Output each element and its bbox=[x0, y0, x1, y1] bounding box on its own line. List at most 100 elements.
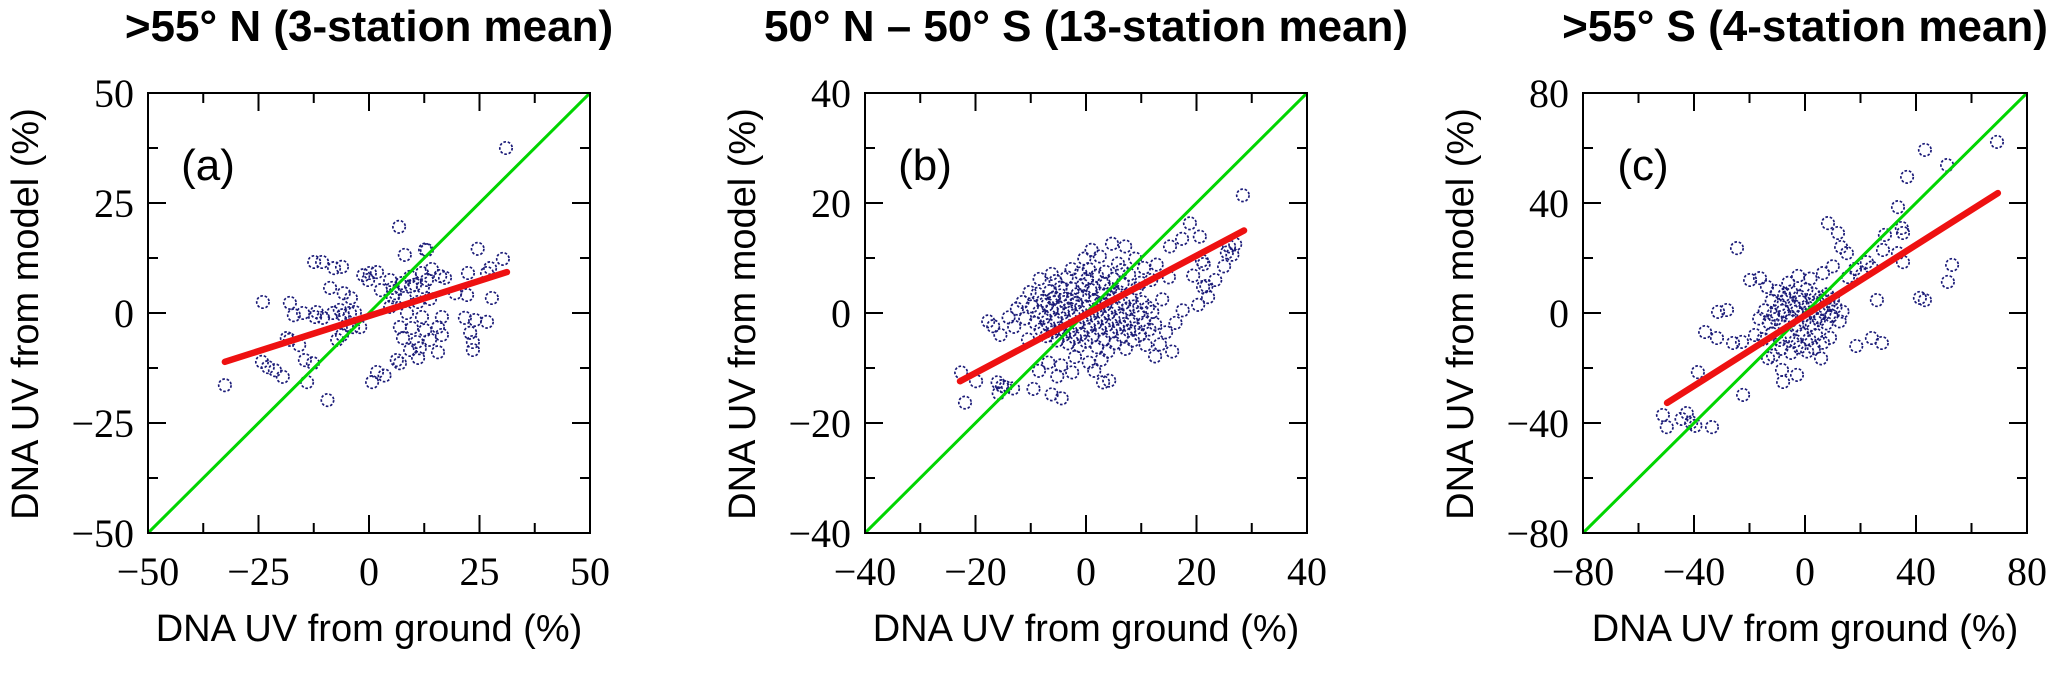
data-point bbox=[1894, 220, 1909, 236]
panel-a: −50 −25 0 25 50 −50 −25 0 25 50 bbox=[71, 71, 610, 594]
data-point bbox=[1022, 285, 1037, 300]
data-point bbox=[1110, 256, 1126, 271]
data-point bbox=[1674, 411, 1689, 426]
data-point bbox=[1839, 246, 1854, 261]
x-tick-label: −40 bbox=[834, 549, 897, 594]
data-point bbox=[392, 356, 407, 371]
data-point bbox=[1102, 373, 1117, 388]
data-point bbox=[993, 327, 1008, 343]
data-point bbox=[1736, 387, 1751, 402]
x-tick-label: 20 bbox=[1177, 549, 1217, 594]
data-point bbox=[1073, 266, 1088, 281]
data-point bbox=[1196, 257, 1211, 272]
data-point bbox=[1874, 335, 1889, 351]
data-point bbox=[1128, 321, 1143, 336]
panel-b-letter: (b) bbox=[898, 141, 952, 190]
data-point bbox=[260, 360, 275, 375]
data-point bbox=[414, 265, 430, 281]
x-tick-label: −25 bbox=[227, 549, 290, 594]
data-point bbox=[412, 341, 427, 356]
data-point bbox=[1191, 297, 1206, 312]
x-tick-label: 40 bbox=[1896, 549, 1936, 594]
data-point bbox=[369, 265, 385, 280]
data-point bbox=[1007, 319, 1022, 334]
data-point bbox=[286, 308, 301, 323]
data-point bbox=[1208, 272, 1223, 288]
data-point bbox=[1041, 355, 1056, 370]
data-point bbox=[465, 342, 480, 358]
x-tick-label: 25 bbox=[460, 549, 500, 594]
data-point bbox=[1822, 330, 1838, 345]
data-point bbox=[1734, 334, 1750, 349]
data-point bbox=[1684, 415, 1699, 430]
data-point bbox=[1900, 169, 1915, 184]
panel-b: −40 −20 0 20 40 −40 −20 0 20 40 bbox=[788, 71, 1327, 594]
data-point bbox=[1835, 304, 1850, 319]
data-point bbox=[1809, 327, 1824, 343]
panel-c-title: >55° S (4-station mean) bbox=[1562, 2, 2048, 51]
data-point bbox=[1084, 242, 1099, 257]
data-point bbox=[986, 319, 1001, 334]
data-point bbox=[1752, 271, 1768, 286]
data-point bbox=[1747, 327, 1763, 343]
data-point bbox=[1719, 302, 1735, 318]
data-point bbox=[392, 219, 407, 234]
data-point bbox=[1162, 239, 1178, 254]
data-point bbox=[369, 364, 385, 380]
data-point bbox=[1659, 420, 1674, 435]
data-point bbox=[1811, 312, 1826, 327]
data-point bbox=[498, 140, 514, 156]
data-point bbox=[411, 350, 426, 365]
data-point bbox=[1890, 200, 1906, 215]
y-tick-label: −20 bbox=[788, 401, 851, 446]
x-tick-label: −20 bbox=[944, 549, 1007, 594]
y-tick-label: 40 bbox=[1529, 181, 1569, 226]
data-point bbox=[1201, 290, 1216, 305]
data-point bbox=[409, 334, 424, 350]
data-point bbox=[392, 320, 407, 335]
data-point bbox=[415, 279, 430, 295]
x-tick-label: 50 bbox=[570, 549, 610, 594]
data-point bbox=[365, 375, 380, 390]
data-point bbox=[981, 314, 996, 329]
data-point bbox=[468, 312, 483, 328]
data-point bbox=[1070, 287, 1085, 302]
y-tick-label: −80 bbox=[1506, 511, 1569, 556]
data-point bbox=[414, 309, 430, 325]
panel-c-x-axis-label: DNA UV from ground (%) bbox=[1591, 608, 2019, 650]
data-point bbox=[1199, 279, 1214, 294]
data-point bbox=[460, 265, 476, 281]
data-point bbox=[315, 310, 331, 325]
data-point bbox=[1781, 275, 1796, 290]
data-point bbox=[1806, 286, 1821, 301]
data-point bbox=[1704, 420, 1720, 435]
data-point bbox=[495, 251, 510, 266]
x-tick-label: 80 bbox=[2007, 549, 2047, 594]
data-point bbox=[1145, 304, 1160, 319]
data-point bbox=[1006, 381, 1021, 396]
data-point bbox=[1784, 345, 1799, 360]
data-point bbox=[990, 375, 1005, 390]
data-point bbox=[1077, 251, 1092, 266]
data-point bbox=[1037, 310, 1052, 325]
data-point bbox=[1770, 283, 1785, 299]
data-point bbox=[1800, 344, 1815, 359]
data-point bbox=[1828, 299, 1843, 314]
panel-c-letter: (c) bbox=[1617, 141, 1669, 190]
data-point bbox=[1044, 266, 1059, 281]
data-point bbox=[336, 286, 351, 301]
data-point bbox=[362, 265, 377, 281]
panel-b-title: 50° N – 50° S (13-station mean) bbox=[763, 2, 1409, 51]
data-point bbox=[1045, 291, 1060, 306]
data-point bbox=[383, 272, 398, 288]
data-point bbox=[1098, 264, 1113, 279]
data-point bbox=[437, 270, 453, 285]
data-point bbox=[1094, 352, 1109, 367]
data-point bbox=[1690, 365, 1705, 380]
data-point bbox=[267, 363, 282, 378]
data-point bbox=[1729, 241, 1745, 256]
data-point bbox=[1766, 348, 1781, 363]
data-point bbox=[1140, 300, 1155, 315]
y-tick-label: 20 bbox=[811, 181, 851, 226]
